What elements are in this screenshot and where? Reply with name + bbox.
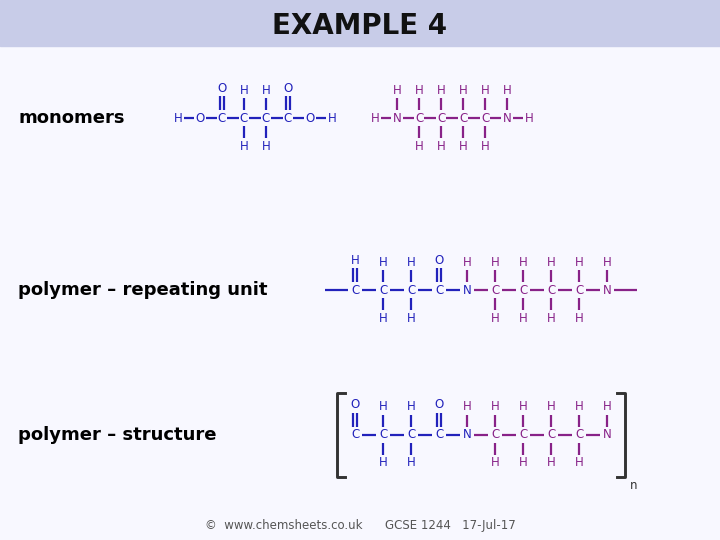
Text: O: O bbox=[217, 82, 227, 94]
Text: C: C bbox=[407, 429, 415, 442]
Text: H: H bbox=[490, 456, 500, 469]
Text: H: H bbox=[240, 139, 248, 152]
Text: C: C bbox=[575, 429, 583, 442]
Text: H: H bbox=[436, 84, 446, 97]
Text: C: C bbox=[491, 284, 499, 296]
Text: H: H bbox=[379, 401, 387, 414]
Text: polymer – repeating unit: polymer – repeating unit bbox=[18, 281, 268, 299]
Text: C: C bbox=[459, 111, 467, 125]
Text: O: O bbox=[434, 399, 444, 411]
Text: H: H bbox=[575, 456, 583, 469]
Text: H: H bbox=[546, 255, 555, 268]
Text: H: H bbox=[407, 312, 415, 325]
Text: H: H bbox=[436, 139, 446, 152]
Text: C: C bbox=[351, 429, 359, 442]
Text: N: N bbox=[392, 111, 401, 125]
Text: H: H bbox=[481, 139, 490, 152]
Text: H: H bbox=[518, 401, 527, 414]
Text: H: H bbox=[463, 255, 472, 268]
Text: H: H bbox=[490, 401, 500, 414]
Text: H: H bbox=[328, 111, 336, 125]
Text: C: C bbox=[547, 429, 555, 442]
Text: H: H bbox=[392, 84, 401, 97]
Text: n: n bbox=[630, 479, 637, 492]
Text: H: H bbox=[603, 401, 611, 414]
Text: H: H bbox=[351, 253, 359, 267]
Text: C: C bbox=[437, 111, 445, 125]
Text: C: C bbox=[519, 284, 527, 296]
Text: H: H bbox=[525, 111, 534, 125]
Text: N: N bbox=[603, 284, 611, 296]
Text: C: C bbox=[379, 284, 387, 296]
Text: H: H bbox=[546, 456, 555, 469]
Text: H: H bbox=[518, 312, 527, 325]
Text: H: H bbox=[490, 255, 500, 268]
Text: H: H bbox=[371, 111, 379, 125]
Text: H: H bbox=[490, 312, 500, 325]
Text: C: C bbox=[218, 111, 226, 125]
Text: H: H bbox=[174, 111, 182, 125]
Bar bbox=[0, 0, 720, 46]
Text: H: H bbox=[575, 255, 583, 268]
Text: monomers: monomers bbox=[18, 109, 125, 127]
Text: C: C bbox=[519, 429, 527, 442]
Text: H: H bbox=[575, 401, 583, 414]
Text: O: O bbox=[195, 111, 204, 125]
Text: polymer – structure: polymer – structure bbox=[18, 426, 217, 444]
Text: H: H bbox=[481, 84, 490, 97]
Text: H: H bbox=[546, 312, 555, 325]
Text: N: N bbox=[463, 284, 472, 296]
Text: H: H bbox=[379, 312, 387, 325]
Text: H: H bbox=[459, 84, 467, 97]
Text: O: O bbox=[434, 253, 444, 267]
Text: C: C bbox=[240, 111, 248, 125]
Text: C: C bbox=[491, 429, 499, 442]
Text: H: H bbox=[379, 456, 387, 469]
Text: ©  www.chemsheets.co.uk      GCSE 1244   17-Jul-17: © www.chemsheets.co.uk GCSE 1244 17-Jul-… bbox=[204, 519, 516, 532]
Text: H: H bbox=[518, 255, 527, 268]
Text: O: O bbox=[351, 399, 359, 411]
Text: H: H bbox=[518, 456, 527, 469]
Text: C: C bbox=[575, 284, 583, 296]
Text: N: N bbox=[603, 429, 611, 442]
Text: C: C bbox=[407, 284, 415, 296]
Text: H: H bbox=[415, 84, 423, 97]
Text: H: H bbox=[459, 139, 467, 152]
Text: O: O bbox=[305, 111, 315, 125]
Text: C: C bbox=[379, 429, 387, 442]
Text: H: H bbox=[603, 255, 611, 268]
Text: H: H bbox=[261, 84, 271, 97]
Text: C: C bbox=[262, 111, 270, 125]
Text: C: C bbox=[415, 111, 423, 125]
Text: C: C bbox=[481, 111, 489, 125]
Text: H: H bbox=[240, 84, 248, 97]
Text: H: H bbox=[415, 139, 423, 152]
Text: H: H bbox=[546, 401, 555, 414]
Text: C: C bbox=[435, 429, 443, 442]
Text: EXAMPLE 4: EXAMPLE 4 bbox=[272, 12, 448, 40]
Text: H: H bbox=[503, 84, 511, 97]
Text: N: N bbox=[463, 429, 472, 442]
Text: N: N bbox=[503, 111, 511, 125]
Text: H: H bbox=[379, 255, 387, 268]
Text: H: H bbox=[463, 401, 472, 414]
Text: C: C bbox=[435, 284, 443, 296]
Text: C: C bbox=[547, 284, 555, 296]
Text: C: C bbox=[351, 284, 359, 296]
Text: C: C bbox=[284, 111, 292, 125]
Text: O: O bbox=[284, 82, 292, 94]
Text: H: H bbox=[407, 401, 415, 414]
Text: H: H bbox=[407, 456, 415, 469]
Text: H: H bbox=[575, 312, 583, 325]
Text: H: H bbox=[407, 255, 415, 268]
Text: H: H bbox=[261, 139, 271, 152]
